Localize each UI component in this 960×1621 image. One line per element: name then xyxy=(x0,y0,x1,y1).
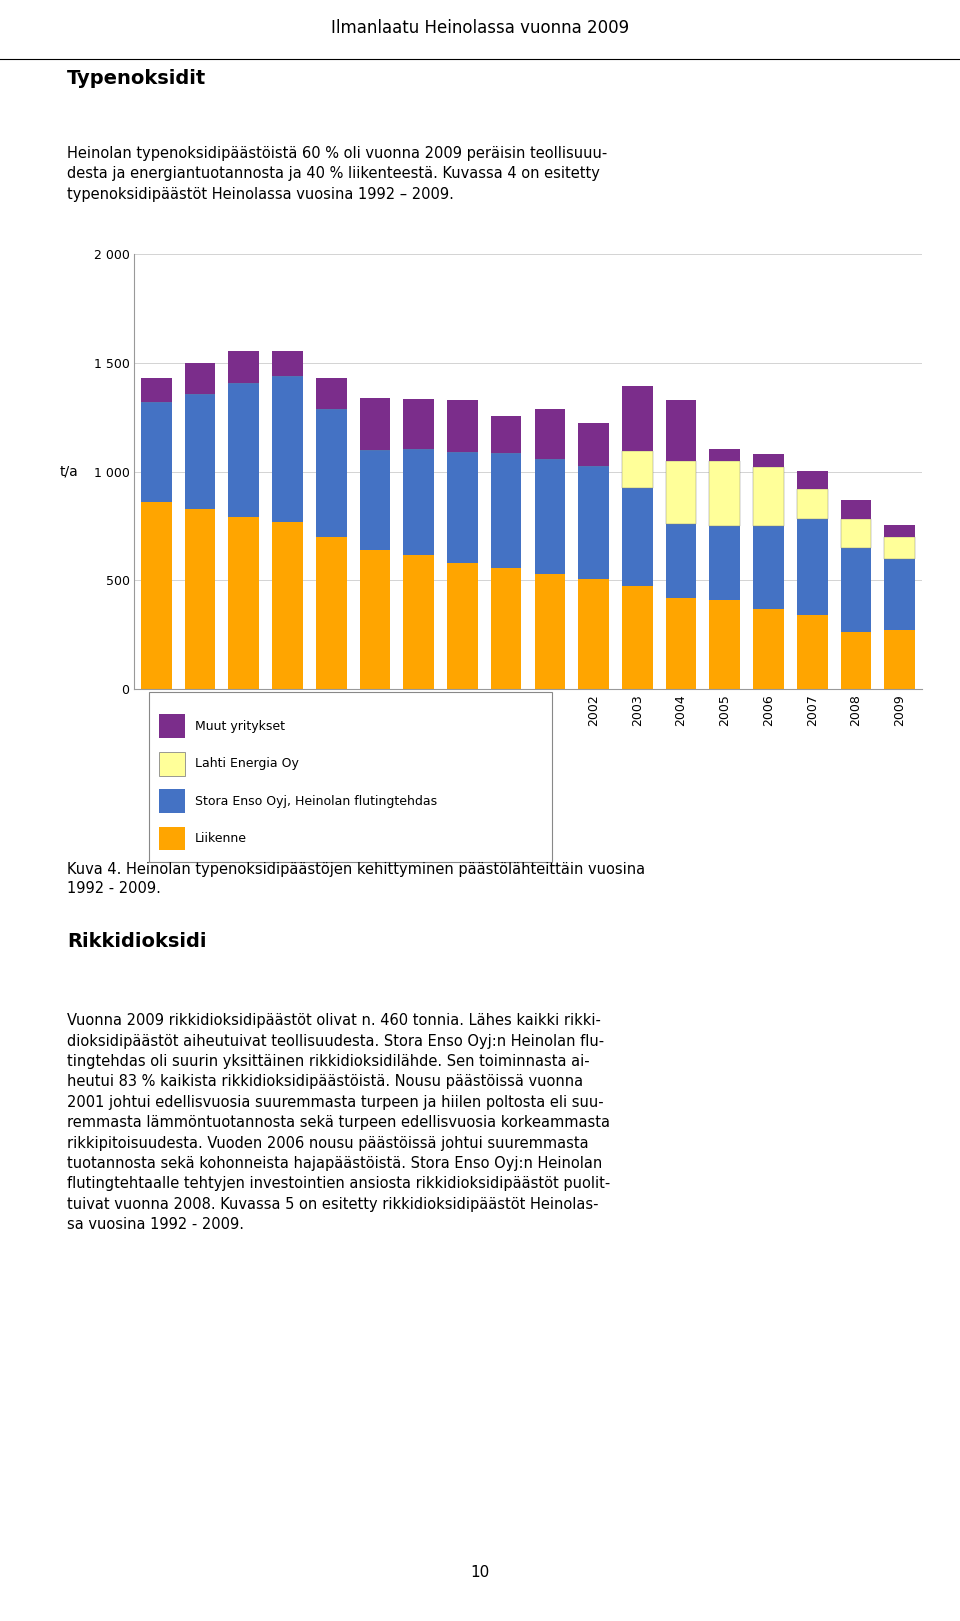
Bar xyxy=(447,400,478,452)
Text: Typenoksidit: Typenoksidit xyxy=(67,70,206,88)
Bar xyxy=(841,548,872,632)
Bar xyxy=(360,451,390,550)
Bar xyxy=(666,598,696,689)
Bar xyxy=(403,449,434,556)
Bar xyxy=(273,522,302,689)
Bar xyxy=(884,525,915,537)
Text: Liikenne: Liikenne xyxy=(195,832,247,845)
Text: Ilmanlaatu Heinolassa vuonna 2009: Ilmanlaatu Heinolassa vuonna 2009 xyxy=(331,19,629,37)
Bar xyxy=(403,399,434,449)
Bar xyxy=(841,632,872,689)
Y-axis label: t/a: t/a xyxy=(60,465,78,478)
Bar xyxy=(709,449,740,460)
Bar xyxy=(709,460,740,525)
Bar xyxy=(841,519,872,548)
Bar xyxy=(184,509,215,689)
Bar xyxy=(622,451,653,488)
Bar xyxy=(754,454,783,467)
Text: Stora Enso Oyj, Heinolan flutingtehdas: Stora Enso Oyj, Heinolan flutingtehdas xyxy=(195,794,438,807)
Bar xyxy=(360,550,390,689)
Bar xyxy=(273,376,302,522)
Text: Rikkidioksidi: Rikkidioksidi xyxy=(67,932,206,952)
Bar xyxy=(184,363,215,394)
Text: Heinolan typenoksidipäästöistä 60 % oli vuonna 2009 peräisin teollisuuu-
desta j: Heinolan typenoksidipäästöistä 60 % oli … xyxy=(67,146,608,201)
Bar xyxy=(797,519,828,614)
Text: Kuva 4. Heinolan typenoksidipäästöjen kehittyminen päästölähteittäin vuosina
199: Kuva 4. Heinolan typenoksidipäästöjen ke… xyxy=(67,862,645,896)
Bar xyxy=(316,537,347,689)
Bar xyxy=(622,585,653,689)
Bar xyxy=(535,408,565,459)
Bar xyxy=(491,569,521,689)
Bar xyxy=(228,383,259,517)
Bar xyxy=(491,417,521,454)
Bar xyxy=(159,827,185,851)
Bar xyxy=(666,400,696,460)
Bar xyxy=(754,467,783,525)
Bar xyxy=(622,488,653,585)
Bar xyxy=(797,614,828,689)
Bar xyxy=(159,789,185,814)
Bar xyxy=(884,631,915,689)
Bar xyxy=(578,579,609,689)
Bar xyxy=(754,608,783,689)
Bar xyxy=(360,397,390,451)
Bar xyxy=(159,715,185,738)
Bar xyxy=(316,408,347,537)
Bar xyxy=(884,537,915,559)
Bar xyxy=(666,460,696,524)
Bar xyxy=(884,559,915,631)
Bar xyxy=(578,467,609,579)
Bar xyxy=(447,562,478,689)
Bar xyxy=(491,454,521,569)
Bar xyxy=(403,556,434,689)
Bar xyxy=(141,378,172,402)
Bar xyxy=(709,600,740,689)
Bar xyxy=(141,402,172,503)
Bar xyxy=(228,352,259,383)
Bar xyxy=(622,386,653,451)
Bar xyxy=(666,524,696,598)
FancyBboxPatch shape xyxy=(149,692,552,862)
Bar xyxy=(447,452,478,562)
Bar xyxy=(316,378,347,408)
Text: Lahti Energia Oy: Lahti Energia Oy xyxy=(195,757,300,770)
Bar xyxy=(841,499,872,519)
Bar xyxy=(228,517,259,689)
Bar xyxy=(159,752,185,775)
Bar xyxy=(709,525,740,600)
Bar xyxy=(578,423,609,467)
Bar xyxy=(273,352,302,376)
Bar xyxy=(184,394,215,509)
Text: Muut yritykset: Muut yritykset xyxy=(195,720,285,733)
Bar xyxy=(141,503,172,689)
Bar xyxy=(797,490,828,519)
Text: Vuonna 2009 rikkidioksidipäästöt olivat n. 460 tonnia. Lähes kaikki rikki-
dioks: Vuonna 2009 rikkidioksidipäästöt olivat … xyxy=(67,1013,611,1232)
Text: 10: 10 xyxy=(470,1564,490,1580)
Bar xyxy=(797,470,828,490)
Bar xyxy=(754,525,783,608)
Bar xyxy=(535,459,565,574)
Bar xyxy=(535,574,565,689)
